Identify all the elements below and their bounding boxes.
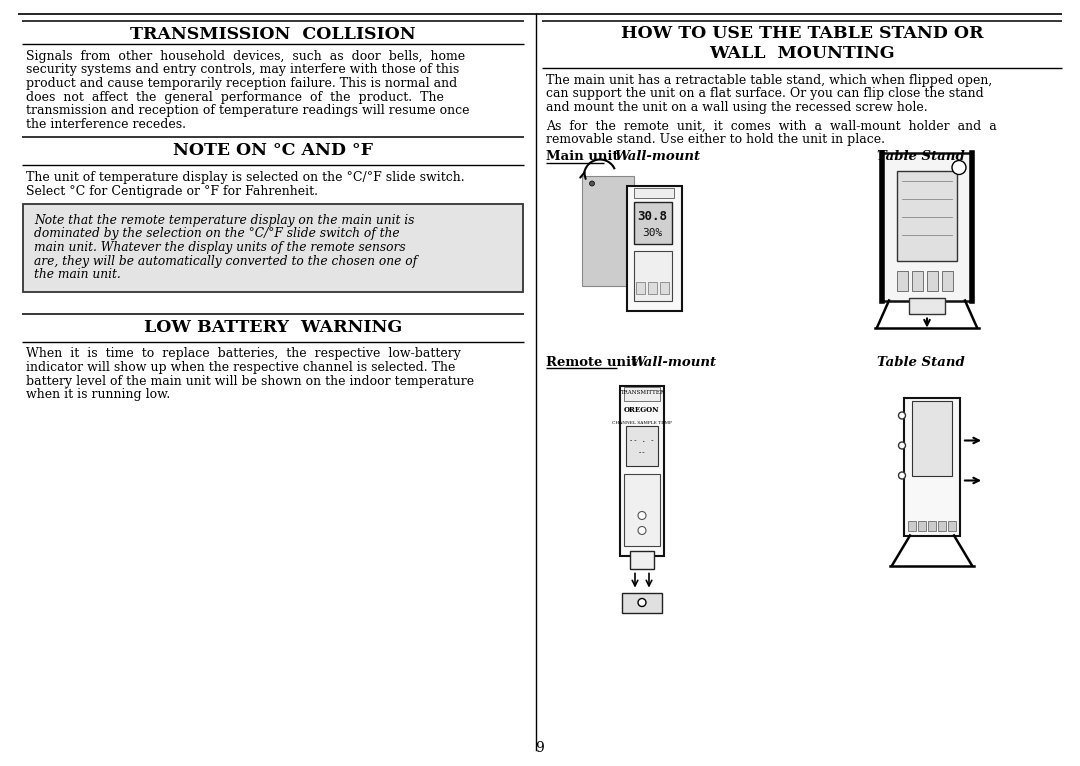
- Text: removable stand. Use either to hold the unit in place.: removable stand. Use either to hold the …: [546, 133, 885, 146]
- Text: CHANNEL SAMPLE TEMP: CHANNEL SAMPLE TEMP: [612, 421, 672, 424]
- Bar: [627, 185, 681, 310]
- Bar: [927, 270, 939, 290]
- Text: When  it  is  time  to  replace  batteries,  the  respective  low-battery: When it is time to replace batteries, th…: [26, 348, 461, 361]
- Bar: [948, 521, 956, 531]
- Bar: [897, 171, 957, 260]
- Text: Wall-mount: Wall-mount: [630, 355, 716, 368]
- Text: when it is running low.: when it is running low.: [26, 388, 171, 401]
- Bar: [626, 425, 658, 466]
- Text: 9: 9: [536, 741, 544, 755]
- Bar: [660, 281, 669, 293]
- Text: TRANSMITTER: TRANSMITTER: [620, 390, 664, 395]
- Bar: [630, 551, 654, 568]
- Text: Remote unit: Remote unit: [546, 355, 637, 368]
- Circle shape: [638, 526, 646, 535]
- Circle shape: [638, 598, 646, 607]
- Bar: [622, 592, 662, 613]
- Text: LOW BATTERY  WARNING: LOW BATTERY WARNING: [144, 319, 402, 336]
- Text: security systems and entry controls, may interfere with those of this: security systems and entry controls, may…: [26, 64, 459, 77]
- Text: Note that the remote temperature display on the main unit is: Note that the remote temperature display…: [33, 214, 415, 227]
- Circle shape: [951, 161, 966, 175]
- Circle shape: [899, 442, 905, 449]
- Text: HOW TO USE THE TABLE STAND OR: HOW TO USE THE TABLE STAND OR: [621, 25, 983, 42]
- Text: main unit. Whatever the display units of the remote sensors: main unit. Whatever the display units of…: [33, 241, 406, 254]
- Text: As  for  the  remote  unit,  it  comes  with  a  wall-mount  holder  and  a: As for the remote unit, it comes with a …: [546, 119, 997, 133]
- Circle shape: [590, 181, 594, 186]
- Bar: [634, 201, 672, 244]
- Text: -- . -: -- . -: [630, 437, 654, 444]
- Bar: [918, 521, 926, 531]
- Text: --: --: [638, 450, 646, 456]
- Text: can support the unit on a flat surface. Or you can flip close the stand: can support the unit on a flat surface. …: [546, 87, 984, 100]
- Text: WALL  MOUNTING: WALL MOUNTING: [710, 45, 895, 62]
- Text: Table Stand: Table Stand: [877, 355, 964, 368]
- Text: TRANSMISSION  COLLISION: TRANSMISSION COLLISION: [131, 26, 416, 43]
- Bar: [23, 204, 523, 292]
- Text: The main unit has a retractable table stand, which when flipped open,: The main unit has a retractable table st…: [546, 74, 993, 87]
- Text: The unit of temperature display is selected on the °C/°F slide switch.: The unit of temperature display is selec…: [26, 171, 464, 184]
- Circle shape: [638, 512, 646, 519]
- Text: Signals  from  other  household  devices,  such  as  door  bells,  home: Signals from other household devices, su…: [26, 50, 465, 63]
- Bar: [882, 152, 972, 300]
- Bar: [624, 387, 660, 401]
- Text: Select °C for Centigrade or °F for Fahrenheit.: Select °C for Centigrade or °F for Fahre…: [26, 185, 318, 198]
- Bar: [909, 297, 945, 313]
- Bar: [942, 270, 953, 290]
- Bar: [908, 521, 916, 531]
- Text: and mount the unit on a wall using the recessed screw hole.: and mount the unit on a wall using the r…: [546, 101, 928, 114]
- Bar: [636, 281, 645, 293]
- Text: dominated by the selection on the °C/°F slide switch of the: dominated by the selection on the °C/°F …: [33, 228, 400, 241]
- Text: the interference recedes.: the interference recedes.: [26, 117, 186, 130]
- Bar: [634, 250, 672, 300]
- Bar: [912, 270, 923, 290]
- Circle shape: [899, 472, 905, 479]
- Bar: [897, 270, 908, 290]
- Text: Main unit: Main unit: [546, 150, 619, 163]
- Text: does  not  affect  the  general  performance  of  the  product.  The: does not affect the general performance …: [26, 90, 444, 103]
- Text: indicator will show up when the respective channel is selected. The: indicator will show up when the respecti…: [26, 361, 456, 374]
- Text: transmission and reception of temperature readings will resume once: transmission and reception of temperatur…: [26, 104, 470, 117]
- Text: product and cause temporarily reception failure. This is normal and: product and cause temporarily reception …: [26, 77, 457, 90]
- Bar: [620, 385, 664, 555]
- Bar: [624, 473, 660, 545]
- Bar: [634, 188, 674, 198]
- Text: 30%: 30%: [642, 228, 662, 237]
- Text: Table Stand: Table Stand: [877, 150, 964, 163]
- Bar: [582, 175, 634, 286]
- Text: Wall-mount: Wall-mount: [615, 150, 700, 163]
- Text: the main unit.: the main unit.: [33, 268, 121, 281]
- Bar: [648, 281, 657, 293]
- Bar: [928, 521, 936, 531]
- Bar: [904, 398, 960, 535]
- Text: OREGON: OREGON: [624, 407, 660, 414]
- Text: are, they will be automatically converted to the chosen one of: are, they will be automatically converte…: [33, 254, 417, 267]
- Text: NOTE ON °C AND °F: NOTE ON °C AND °F: [173, 142, 373, 159]
- Bar: [939, 521, 946, 531]
- Text: battery level of the main unit will be shown on the indoor temperature: battery level of the main unit will be s…: [26, 375, 474, 388]
- Text: 30.8: 30.8: [637, 209, 667, 222]
- Circle shape: [899, 412, 905, 419]
- Bar: [912, 401, 951, 476]
